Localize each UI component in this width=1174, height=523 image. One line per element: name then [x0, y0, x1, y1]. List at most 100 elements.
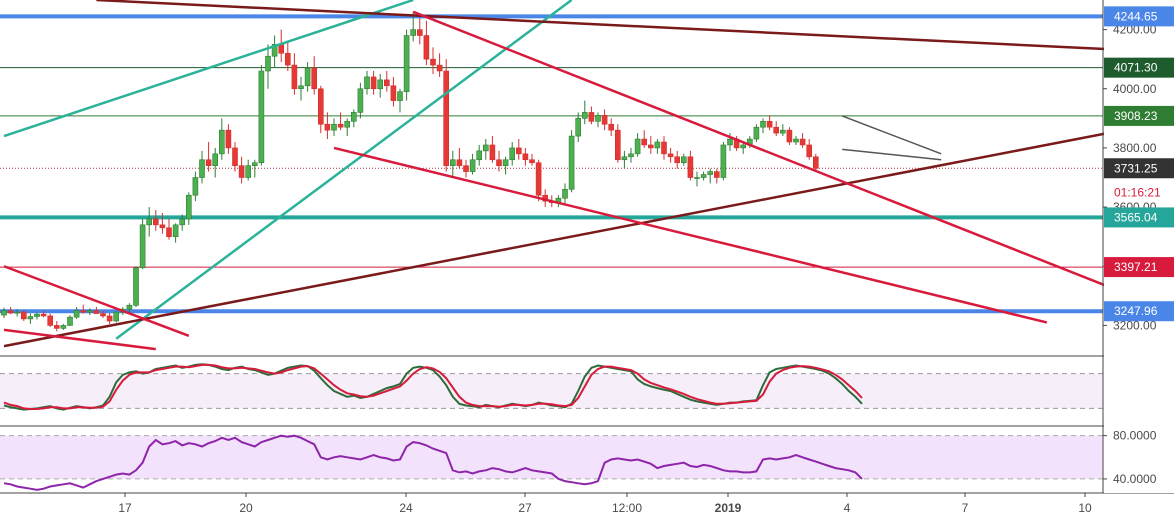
candle-body — [654, 141, 661, 149]
price-tick-label: 3200.00 — [1113, 318, 1157, 332]
candle-body — [311, 67, 318, 90]
level-price-tag: 3908.23 — [1114, 109, 1158, 123]
level-price-tag-box — [1104, 105, 1174, 126]
candle-body — [449, 159, 456, 166]
candle-body — [324, 123, 331, 131]
candle-body — [87, 310, 93, 313]
level-price-tag-box — [1104, 207, 1174, 228]
candle-body — [53, 325, 60, 329]
trendline — [115, 0, 573, 340]
candle-body — [192, 177, 199, 196]
price-pane — [0, 0, 1174, 351]
level-price-tag-box — [1104, 6, 1174, 27]
candle-body — [647, 144, 654, 149]
candle-body — [172, 224, 179, 237]
stochastic-band — [0, 373, 1103, 409]
candle-body — [595, 115, 601, 122]
candle-body — [806, 144, 813, 158]
candle-body — [159, 224, 166, 229]
candle-body — [403, 35, 410, 93]
candle-body — [252, 162, 258, 166]
current-price-tag-box — [1104, 158, 1174, 179]
candle-body — [667, 153, 674, 158]
candle-body — [186, 194, 192, 220]
candle-body — [126, 304, 133, 310]
candle-body — [687, 156, 694, 178]
candle-body — [436, 64, 443, 72]
rsi-line — [3, 434, 863, 491]
candle-body — [258, 70, 265, 164]
candle-body — [469, 159, 476, 172]
candle-body — [641, 138, 648, 146]
level-price-tag: 4071.30 — [1114, 61, 1158, 75]
time-tick-label: 24 — [399, 501, 413, 515]
candle-body — [456, 159, 463, 166]
candle-body — [284, 52, 291, 66]
candle-body — [707, 171, 714, 175]
candle-body — [199, 159, 205, 178]
candle-body — [219, 129, 225, 155]
candle-body — [232, 147, 238, 166]
candle-body — [482, 144, 489, 152]
candle-body — [80, 310, 86, 313]
rsi-pane — [0, 434, 1103, 491]
candle-body — [331, 123, 337, 131]
candle-body — [812, 156, 819, 169]
candle-body — [364, 76, 370, 90]
candle-body — [680, 156, 687, 164]
candle-body — [416, 29, 423, 36]
time-tick-label: 17 — [118, 501, 132, 515]
trendline — [3, 0, 414, 138]
candle-body — [575, 118, 582, 137]
candle-body — [337, 123, 344, 128]
candle-body — [146, 218, 152, 226]
candle-body — [674, 156, 681, 164]
candle-body — [515, 147, 522, 155]
candle-body — [581, 112, 588, 119]
trendline — [3, 265, 190, 337]
candle-body — [793, 138, 799, 143]
countdown-tag-box — [1104, 182, 1174, 203]
candle-body — [245, 165, 251, 178]
stochastic-pane — [0, 357, 1103, 425]
candle-body — [694, 177, 700, 179]
trendline — [96, 0, 1174, 54]
candle-body — [489, 144, 496, 161]
candle-body — [113, 311, 119, 322]
candle-body — [225, 129, 232, 149]
stochastic-d-line — [3, 363, 863, 410]
time-tick-label: 4 — [844, 501, 851, 515]
candle-body — [529, 159, 535, 164]
candle-body — [430, 58, 436, 66]
candle-body — [628, 153, 634, 158]
candle-body — [60, 325, 67, 329]
candle-body — [139, 224, 146, 269]
countdown-tag: 01:16:21 — [1114, 185, 1161, 199]
candle-body — [212, 153, 218, 166]
candle-body — [27, 316, 34, 320]
level-price-tag: 4244.65 — [1114, 9, 1158, 23]
candle-body — [67, 316, 73, 326]
rsi-band — [0, 435, 1103, 479]
candle-body — [700, 174, 707, 178]
trendline — [842, 148, 942, 161]
candle-body — [20, 311, 27, 320]
candle-body — [608, 123, 615, 131]
candle-body — [601, 115, 608, 125]
candle-body — [106, 315, 113, 322]
candle-body — [614, 129, 621, 161]
candle-body — [100, 313, 106, 317]
candle-body — [720, 144, 727, 178]
candle-body — [377, 79, 384, 90]
candle-body — [760, 120, 766, 128]
trendline — [412, 10, 1140, 300]
candle-body — [344, 120, 351, 128]
price-tick-label: 4000.00 — [1113, 82, 1157, 96]
candle-body — [304, 67, 311, 87]
candle-body — [166, 227, 172, 237]
candle-body — [727, 138, 733, 146]
candle-body — [390, 85, 397, 101]
candle-body — [7, 310, 14, 314]
time-tick-label: 12:00 — [612, 501, 642, 515]
